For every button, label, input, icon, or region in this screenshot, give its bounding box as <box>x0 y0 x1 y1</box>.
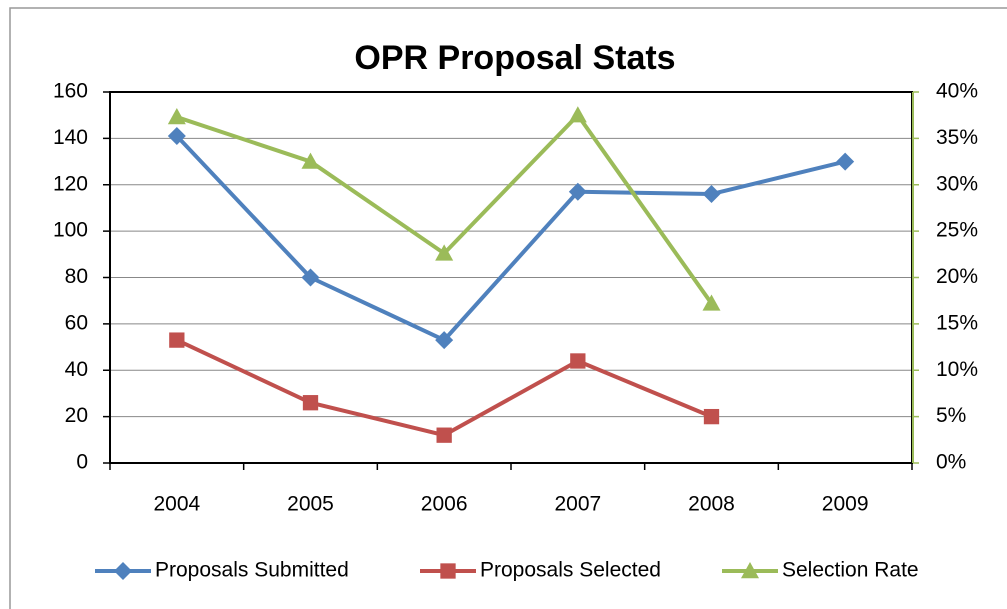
legend-label: Proposals Selected <box>480 559 661 582</box>
y-tick-label: 20 <box>65 404 88 427</box>
x-tick-label: 2007 <box>554 493 601 516</box>
data-point <box>836 152 855 171</box>
chart-title: OPR Proposal Stats <box>354 39 675 77</box>
data-point <box>435 244 454 261</box>
data-point <box>302 395 319 411</box>
data-point <box>301 268 320 287</box>
y2-tick-label: 30% <box>936 172 978 195</box>
y2-tick-label: 40% <box>936 80 978 103</box>
data-point <box>702 294 721 311</box>
data-point <box>570 353 586 369</box>
y-tick-label: 160 <box>53 80 88 103</box>
x-tick-label: 2006 <box>421 493 468 516</box>
legend-marker <box>741 562 759 579</box>
y-tick-label: 60 <box>65 311 88 334</box>
legend-marker <box>114 562 132 580</box>
data-point <box>167 127 186 146</box>
x-tick-label: 2004 <box>153 493 200 516</box>
y2-tick-label: 35% <box>936 126 978 149</box>
x-tick-label: 2005 <box>287 493 334 516</box>
y-tick-label: 0 <box>76 451 88 474</box>
y2-tick-label: 10% <box>936 358 978 381</box>
legend-marker <box>440 563 456 579</box>
data-point <box>169 332 185 348</box>
data-point <box>167 108 186 125</box>
data-point <box>702 185 721 204</box>
y2-tick-label: 25% <box>936 219 978 242</box>
y-tick-label: 40 <box>65 358 88 381</box>
y2-tick-label: 0% <box>936 451 966 474</box>
data-point <box>435 331 454 350</box>
y2-tick-label: 15% <box>936 311 978 334</box>
data-point <box>436 427 452 443</box>
y-tick-label: 100 <box>53 219 88 242</box>
y-tick-label: 80 <box>65 265 88 288</box>
series-line <box>175 134 846 343</box>
legend-label: Selection Rate <box>782 559 919 582</box>
y2-tick-label: 20% <box>936 265 978 288</box>
legend-label: Proposals Submitted <box>155 559 349 582</box>
y-tick-label: 120 <box>53 172 88 195</box>
y-tick-label: 140 <box>53 126 88 149</box>
x-tick-label: 2008 <box>688 493 735 516</box>
data-point <box>703 408 720 425</box>
chart-frame <box>9 7 1007 609</box>
data-point <box>568 106 587 123</box>
data-point <box>568 182 587 201</box>
x-tick-label: 2009 <box>822 493 869 516</box>
data-point <box>301 152 320 169</box>
y2-tick-label: 5% <box>936 404 966 427</box>
